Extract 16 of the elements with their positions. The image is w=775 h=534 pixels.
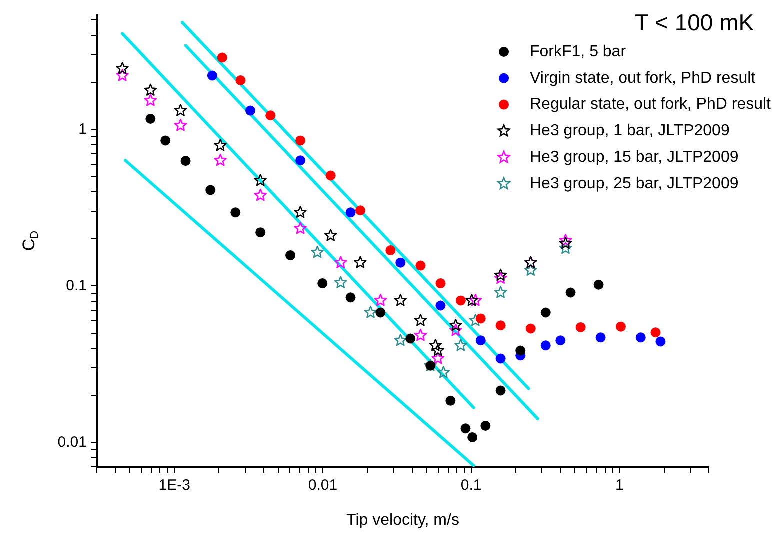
- x-tick-label: 0.01: [308, 477, 338, 494]
- x-tick-label: 0.1: [460, 477, 482, 494]
- legend-label: He3 group, 1 bar, JLTP2009: [530, 122, 730, 140]
- legend-label: Regular state, out fork, PhD result: [530, 96, 772, 114]
- y-tick-label: 0.01: [58, 434, 87, 451]
- legend-label: He3 group, 15 bar, JLTP2009: [530, 149, 739, 166]
- y-axis-title: CD: [20, 230, 42, 252]
- y-tick-label: 0.1: [66, 277, 87, 294]
- x-axis-title: Tip velocity, m/s: [346, 512, 460, 529]
- legend-label: ForkF1, 5 bar: [530, 43, 627, 60]
- x-tick-label: 1: [616, 477, 624, 494]
- y-tick-label: 1: [78, 120, 87, 138]
- legend-label: He3 group, 25 bar, JLTP2009: [530, 175, 739, 192]
- x-tick-label: 1E-3: [158, 477, 190, 494]
- legend-label: Virgin state, out fork, PhD result: [530, 70, 756, 87]
- legend-title: T < 100 mK: [634, 9, 755, 36]
